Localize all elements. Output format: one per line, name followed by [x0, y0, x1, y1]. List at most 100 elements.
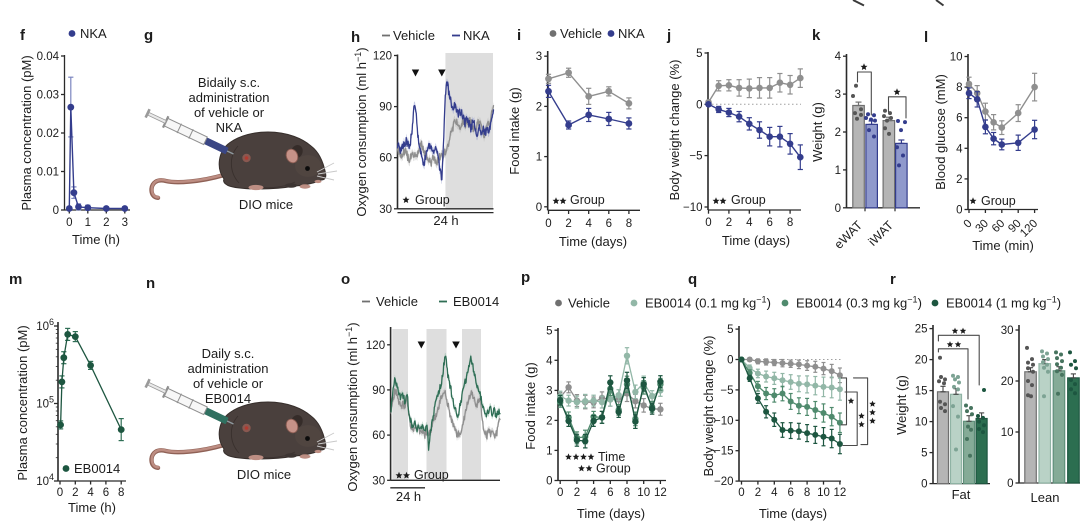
- svg-text:EB0014 (0.3 mg kg−1): EB0014 (0.3 mg kg−1): [796, 295, 922, 311]
- svg-text:6: 6: [103, 487, 109, 499]
- svg-text:0: 0: [835, 203, 841, 215]
- svg-text:0: 0: [557, 487, 563, 499]
- svg-text:12: 12: [834, 487, 847, 499]
- svg-text:8: 8: [626, 218, 632, 230]
- svg-text:10: 10: [950, 52, 963, 64]
- svg-text:4: 4: [87, 487, 94, 499]
- svg-text:Time (h): Time (h): [68, 500, 116, 515]
- svg-text:Oxygen consumption (ml h−1): Oxygen consumption (ml h−1): [344, 322, 360, 491]
- svg-text:Vehicle: Vehicle: [568, 296, 610, 311]
- svg-text:0: 0: [57, 487, 63, 499]
- svg-text:120: 120: [373, 51, 392, 63]
- svg-text:5: 5: [546, 325, 552, 337]
- svg-text:30: 30: [372, 475, 385, 487]
- svg-text:i: i: [517, 27, 521, 44]
- svg-text:0: 0: [727, 355, 733, 367]
- svg-text:0.04: 0.04: [37, 51, 60, 63]
- svg-text:q: q: [688, 271, 697, 288]
- svg-text:1: 1: [85, 217, 91, 229]
- svg-text:8: 8: [804, 487, 810, 499]
- svg-text:6: 6: [956, 113, 962, 125]
- svg-text:administration: administration: [189, 90, 270, 105]
- svg-text:Body weight change (%): Body weight change (%): [701, 336, 716, 477]
- svg-text:g: g: [144, 27, 153, 44]
- svg-text:4: 4: [956, 143, 963, 155]
- svg-text:25: 25: [915, 324, 928, 336]
- svg-text:k: k: [812, 27, 821, 44]
- svg-text:−10: −10: [714, 415, 734, 427]
- svg-text:j: j: [666, 27, 671, 44]
- svg-text:−5: −5: [720, 385, 733, 397]
- svg-text:EB0014 (0.1 mg kg−1): EB0014 (0.1 mg kg−1): [645, 295, 771, 311]
- svg-text:4: 4: [585, 218, 592, 230]
- svg-text:Daily s.c.: Daily s.c.: [202, 346, 255, 361]
- svg-text:Food intake (g): Food intake (g): [523, 362, 538, 449]
- svg-text:Plasma concentration (pM): Plasma concentration (pM): [19, 55, 34, 210]
- svg-text:20: 20: [1001, 376, 1014, 388]
- svg-text:EB0014: EB0014: [74, 461, 120, 476]
- svg-text:6: 6: [787, 487, 793, 499]
- svg-text:10: 10: [1001, 427, 1014, 439]
- svg-text:10: 10: [637, 487, 650, 499]
- svg-text:0: 0: [696, 99, 702, 111]
- svg-text:1: 1: [835, 165, 841, 177]
- svg-text:2: 2: [956, 174, 962, 186]
- svg-text:−15: −15: [714, 446, 734, 458]
- svg-text:3: 3: [835, 89, 841, 101]
- svg-text:1: 1: [546, 445, 552, 457]
- svg-text:2: 2: [726, 217, 732, 229]
- svg-text:5: 5: [727, 324, 733, 336]
- svg-text:2: 2: [565, 218, 571, 230]
- svg-text:10: 10: [817, 487, 830, 499]
- svg-text:0: 0: [956, 205, 962, 217]
- svg-text:0.01: 0.01: [37, 167, 59, 179]
- svg-text:2: 2: [536, 101, 542, 113]
- svg-text:4: 4: [835, 51, 842, 63]
- svg-text:Group: Group: [415, 193, 450, 207]
- svg-text:EB0014: EB0014: [205, 391, 251, 406]
- svg-text:DIO mice: DIO mice: [237, 467, 291, 482]
- svg-text:2: 2: [546, 415, 552, 427]
- svg-text:Time (days): Time (days): [559, 234, 627, 249]
- svg-text:0: 0: [738, 487, 744, 499]
- svg-text:Vehicle: Vehicle: [560, 26, 602, 41]
- svg-text:30: 30: [1001, 325, 1014, 337]
- svg-text:0: 0: [536, 202, 542, 214]
- svg-text:3: 3: [122, 217, 128, 229]
- svg-text:3: 3: [546, 385, 552, 397]
- svg-text:0: 0: [545, 218, 551, 230]
- svg-text:8: 8: [624, 487, 630, 499]
- svg-text:30: 30: [379, 204, 392, 216]
- svg-text:120: 120: [366, 340, 385, 352]
- svg-text:−10: −10: [683, 202, 703, 214]
- svg-text:2: 2: [72, 487, 78, 499]
- svg-text:p: p: [521, 269, 530, 286]
- svg-text:f: f: [20, 27, 26, 44]
- svg-text:Group: Group: [981, 194, 1016, 208]
- svg-text:4: 4: [590, 487, 597, 499]
- svg-text:NKA: NKA: [216, 120, 243, 135]
- svg-text:EB0014: EB0014: [453, 294, 499, 309]
- svg-text:Food intake (g): Food intake (g): [507, 87, 522, 174]
- svg-text:90: 90: [372, 385, 385, 397]
- svg-text:Body weight change (%): Body weight change (%): [667, 60, 682, 201]
- svg-text:0: 0: [53, 205, 59, 217]
- svg-text:10: 10: [915, 417, 928, 429]
- svg-text:EB0014 (1 mg kg−1): EB0014 (1 mg kg−1): [946, 295, 1061, 311]
- svg-text:2: 2: [755, 487, 761, 499]
- svg-text:Blood glucose (mM): Blood glucose (mM): [933, 74, 948, 190]
- svg-text:Vehicle: Vehicle: [393, 28, 435, 43]
- svg-text:Weight (g): Weight (g): [810, 102, 825, 162]
- svg-text:8: 8: [118, 487, 124, 499]
- svg-text:Time (days): Time (days): [759, 506, 827, 521]
- svg-text:DIO mice: DIO mice: [239, 197, 293, 212]
- svg-text:4: 4: [771, 487, 778, 499]
- svg-text:Group: Group: [414, 468, 449, 482]
- svg-text:NKA: NKA: [80, 26, 107, 41]
- svg-text:15: 15: [915, 386, 928, 398]
- svg-text:Vehicle: Vehicle: [376, 294, 418, 309]
- svg-text:Fat: Fat: [952, 487, 971, 502]
- svg-text:Group: Group: [596, 462, 631, 476]
- svg-text:NKA: NKA: [463, 28, 490, 43]
- svg-text:90: 90: [379, 102, 392, 114]
